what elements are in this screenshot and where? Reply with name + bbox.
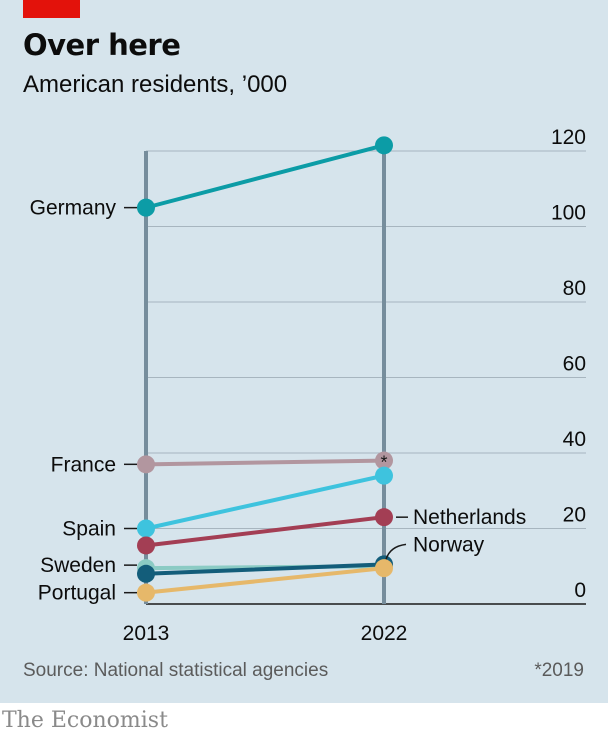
- series-line-netherlands: [144, 515, 386, 548]
- marker-france-2013: [137, 455, 155, 474]
- marker-portugal-2022: [375, 559, 393, 578]
- marker-france-2022: [375, 451, 393, 470]
- series-line-portugal: [144, 566, 386, 595]
- economist-logo-text: The Economist: [2, 708, 168, 733]
- series-line-norway: [144, 562, 386, 576]
- y-tick-label: 0: [574, 579, 586, 602]
- marker-norway-2013: [137, 564, 155, 583]
- asterisk-marker: *: [380, 453, 387, 473]
- marker-germany-2022: [375, 136, 393, 155]
- series-line-france: [144, 458, 386, 467]
- series-label-germany: Germany: [30, 197, 117, 220]
- marker-spain-2013: [137, 519, 155, 538]
- series-label-sweden: Sweden: [40, 554, 116, 577]
- marker-germany-2013: [137, 198, 155, 217]
- source-note: Source: National statistical agencies: [23, 660, 329, 681]
- y-tick-label: 60: [563, 353, 586, 376]
- marker-spain-2022: [375, 466, 393, 485]
- series-line-spain: [144, 473, 386, 531]
- y-tick-label: 120: [551, 126, 586, 149]
- y-tick-label: 20: [563, 504, 586, 527]
- series-label-portugal: Portugal: [38, 582, 116, 605]
- y-tick-label: 40: [563, 428, 586, 451]
- marker-netherlands-2022: [375, 508, 393, 527]
- series-line-germany: [144, 143, 386, 210]
- brand-red-tag: [23, 0, 80, 18]
- series-label-netherlands: Netherlands: [413, 506, 526, 529]
- x-tick-label: 2013: [123, 622, 170, 645]
- marker-portugal-2013: [137, 583, 155, 602]
- chart-plot: 0 20 40 60 80 100 120 2013 2022 Germany * France Spa…: [30, 126, 586, 645]
- footnote: *2019: [534, 660, 584, 681]
- label-leader: [385, 543, 407, 560]
- y-tick-label: 80: [563, 277, 586, 300]
- chart-subtitle: American residents, ’000: [23, 71, 288, 98]
- chart-panel: [0, 0, 608, 703]
- marker-netherlands-2013: [137, 536, 155, 555]
- y-tick-label: 100: [551, 202, 586, 225]
- series-label-france: France: [51, 453, 116, 476]
- x-tick-label: 2022: [361, 622, 408, 645]
- series-label-norway: Norway: [413, 533, 485, 556]
- chart-title: Over here: [23, 28, 181, 62]
- series-label-spain: Spain: [62, 518, 116, 541]
